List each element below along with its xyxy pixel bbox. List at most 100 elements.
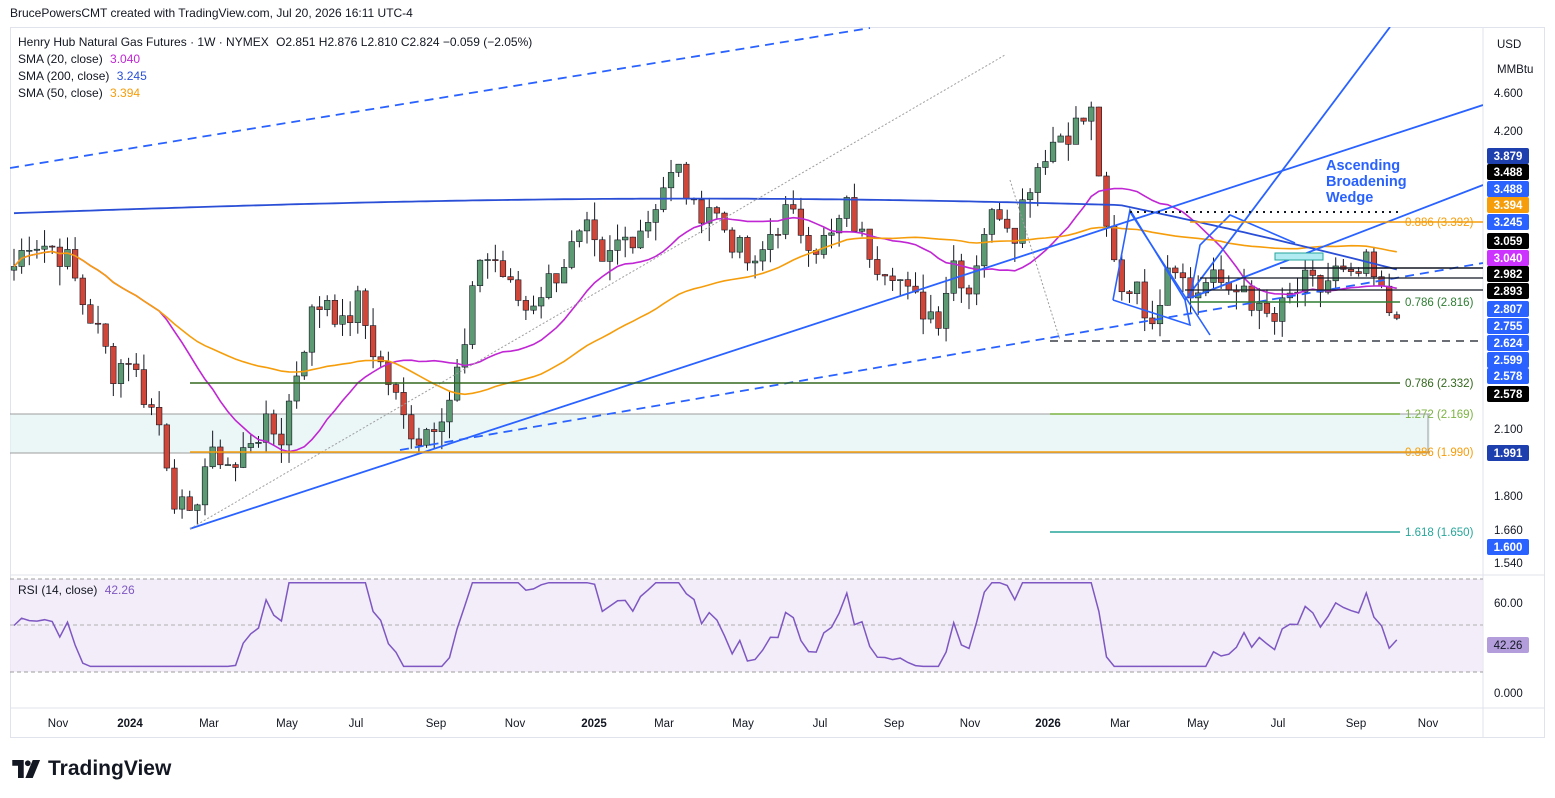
candle-body xyxy=(301,351,308,377)
candle-body xyxy=(1309,269,1316,276)
candle-body xyxy=(10,266,18,271)
candle-body xyxy=(400,392,407,416)
candle-body xyxy=(759,249,766,262)
candle-body xyxy=(339,315,346,325)
sma50-line xyxy=(13,226,1397,396)
price-layer: 0.886 (3.392) 0.786 (2.816) 0.786 (2.332) 1… xyxy=(10,27,1483,539)
candle-body xyxy=(1027,192,1034,201)
candle-body xyxy=(1164,267,1171,306)
support-zone xyxy=(10,414,1430,453)
candle-body xyxy=(1057,135,1064,143)
price-label: 2.807 xyxy=(1494,304,1523,316)
candle-body xyxy=(79,277,86,306)
candle-body xyxy=(1218,269,1225,283)
candle-body xyxy=(201,466,209,506)
candle-body xyxy=(354,290,361,323)
candle-body xyxy=(515,279,522,301)
time-tick: 2025 xyxy=(581,718,607,730)
candle-body xyxy=(102,323,109,347)
price-label: 3.059 xyxy=(1494,236,1523,248)
candle-body xyxy=(209,446,216,468)
candle-body xyxy=(156,406,163,426)
time-tick: Nov xyxy=(48,718,69,730)
price-label-bg xyxy=(1487,352,1529,368)
legend-sma50[interactable]: SMA (50, close) 3.394 xyxy=(18,85,532,102)
candle-body xyxy=(41,245,48,250)
legend-sma200[interactable]: SMA (200, close) 3.245 xyxy=(18,68,532,85)
price-label-bg xyxy=(1487,266,1529,282)
lower-channel-line xyxy=(399,262,1483,451)
price-label-bg xyxy=(1487,335,1529,351)
price-label-bg xyxy=(1487,539,1529,555)
rsi-current-label: 42.26 xyxy=(1494,640,1523,652)
time-tick: May xyxy=(732,718,754,730)
candle-body xyxy=(369,325,377,358)
time-tick: Nov xyxy=(960,718,981,730)
rsi-legend[interactable]: RSI (14, close) 42.26 xyxy=(18,583,135,597)
candle-body xyxy=(94,322,102,325)
time-tick: Nov xyxy=(505,718,526,730)
price-label-bg xyxy=(1487,164,1529,180)
candle-body xyxy=(904,279,911,287)
candle-body xyxy=(1111,225,1118,261)
candle-body xyxy=(507,276,514,281)
candle-body xyxy=(1141,281,1148,319)
candle-body xyxy=(606,250,614,262)
candle-body xyxy=(1302,269,1309,293)
wedge-annotation: Wedge xyxy=(1326,190,1373,206)
candle-body xyxy=(240,447,247,468)
candle-body xyxy=(920,291,927,320)
legend-sma20[interactable]: SMA (20, close) 3.040 xyxy=(18,51,532,68)
candle-body xyxy=(186,496,193,511)
candle-body xyxy=(1256,302,1263,311)
candle-body xyxy=(583,219,591,232)
time-tick: May xyxy=(1187,718,1209,730)
candle-body xyxy=(26,249,33,252)
price-tick: 1.540 xyxy=(1494,558,1523,570)
sma200-line xyxy=(13,197,1398,271)
candle-body xyxy=(1332,265,1339,282)
price-label-bg xyxy=(1487,318,1529,334)
tradingview-brand: TradingView xyxy=(48,757,172,780)
price-label: 2.578 xyxy=(1494,371,1523,383)
candle-body xyxy=(927,311,934,320)
candle-body xyxy=(1049,141,1057,162)
legend-symbol: Henry Hub Natural Gas Futures · 1W · NYM… xyxy=(18,35,269,49)
tradingview-logo[interactable]: TradingView xyxy=(12,757,171,781)
candle-body xyxy=(736,237,743,253)
candle-body xyxy=(408,414,415,440)
candle-body xyxy=(683,163,690,199)
rsi-tick: 0.000 xyxy=(1494,688,1523,700)
price-tick: 4.200 xyxy=(1494,126,1523,138)
price-tick: 4.600 xyxy=(1494,88,1523,100)
time-tick: Jul xyxy=(813,718,828,730)
price-label: 3.488 xyxy=(1494,184,1523,196)
sma20-line xyxy=(13,187,1397,453)
candle-body xyxy=(499,260,507,277)
candle-body xyxy=(285,400,293,446)
axis-unit: MMBtu xyxy=(1497,64,1533,76)
candle-body xyxy=(255,442,262,444)
fib-label: 0.786 (2.332) xyxy=(1405,378,1474,390)
candle-body xyxy=(751,260,759,264)
price-label: 3.879 xyxy=(1494,151,1523,163)
price-label-bg xyxy=(1487,386,1529,402)
candle-body xyxy=(1149,317,1156,325)
price-label: 3.488 xyxy=(1494,167,1523,179)
candle-body xyxy=(530,305,537,311)
candle-body xyxy=(553,273,560,284)
candle-body xyxy=(293,375,300,402)
candle-body xyxy=(1072,117,1080,145)
fib-label: 0.786 (2.816) xyxy=(1405,297,1474,309)
price-label-bg xyxy=(1487,368,1529,384)
candle-body xyxy=(1080,117,1087,122)
legend-ohlc: O2.851 H2.876 L2.810 C2.824 −0.059 (−2.0… xyxy=(276,35,533,49)
candle-body xyxy=(1355,271,1362,274)
candle-body xyxy=(316,306,323,310)
rsi-tick: 60.00 xyxy=(1494,598,1523,610)
price-label-layer: 3.879 3.488 3.488 3.394 3.245 3.059 3.040 2.982… xyxy=(1487,148,1529,653)
price-label: 1.600 xyxy=(1494,542,1523,554)
candle-body xyxy=(1019,199,1026,244)
candle-body xyxy=(1179,272,1187,279)
